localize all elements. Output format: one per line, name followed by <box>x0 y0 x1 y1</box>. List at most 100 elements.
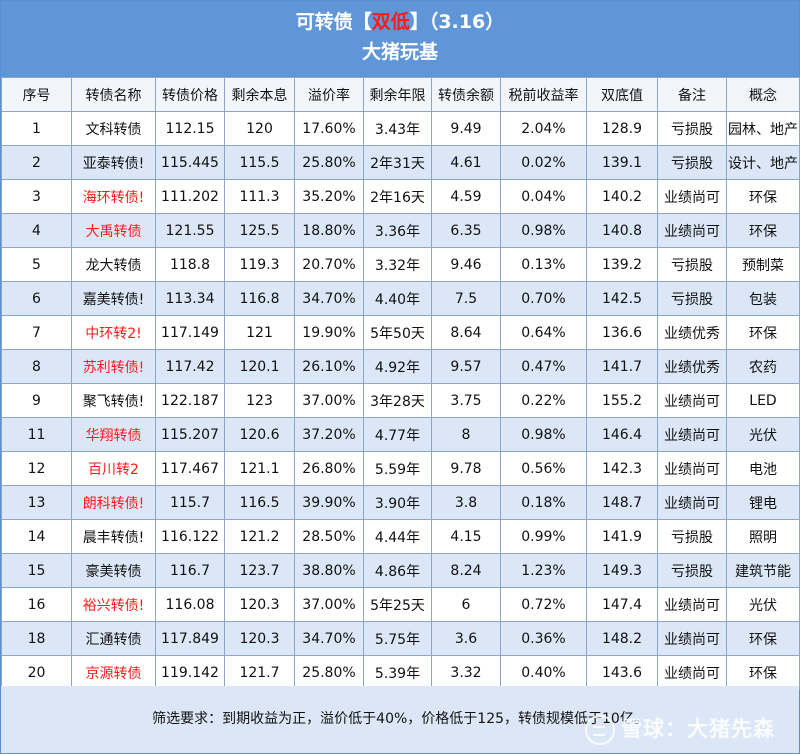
cell-balance: 8.64 <box>431 315 501 350</box>
cell-premium-rate: 34.70% <box>294 621 364 656</box>
col-header: 溢价率 <box>294 77 364 112</box>
cell-remaining-years: 3.36年 <box>363 213 432 248</box>
cell-premium-rate: 26.80% <box>294 451 364 486</box>
cell-remaining-years: 4.40年 <box>363 281 432 316</box>
table-body: 1 文科转债 112.15 120 17.60% 3.43年 9.49 2.04% 128.9 亏… <box>1 111 800 690</box>
title-prefix: 可转债【 <box>295 11 372 33</box>
cell-pretax-yield: 0.99% <box>500 519 587 554</box>
cell-remaining-years: 5年50天 <box>363 315 432 350</box>
cell-bond-name: 汇通转债 <box>71 621 156 656</box>
cell-balance: 9.46 <box>431 247 501 282</box>
cell-balance: 9.57 <box>431 349 501 384</box>
cell-remark: 业绩尚可 <box>657 485 727 520</box>
cell-dual-low: 140.2 <box>586 179 658 214</box>
cell-remark: 亏损股 <box>657 111 727 146</box>
cell-balance: 4.61 <box>431 145 501 180</box>
cell-pretax-yield: 0.47% <box>500 349 587 384</box>
table-row: 1 文科转债 112.15 120 17.60% 3.43年 9.49 2.04% 128.9 亏… <box>1 111 800 146</box>
cell-dual-low: 148.7 <box>586 485 658 520</box>
cell-balance: 8.24 <box>431 553 501 588</box>
cell-remaining-principal: 121 <box>224 315 295 350</box>
cell-remark: 业绩尚可 <box>657 621 727 656</box>
cell-pretax-yield: 2.04% <box>500 111 587 146</box>
cell-bond-name: 龙大转债 <box>71 247 156 282</box>
cell-price: 117.42 <box>155 349 225 384</box>
cell-price: 117.467 <box>155 451 225 486</box>
cell-no: 20 <box>1 655 72 690</box>
cell-concept: 光伏 <box>726 587 800 622</box>
cell-price: 115.445 <box>155 145 225 180</box>
col-header: 概念 <box>726 77 800 112</box>
cell-pretax-yield: 0.56% <box>500 451 587 486</box>
col-header: 剩余本息 <box>224 77 295 112</box>
header-row: 序号 转债名称 转债价格 剩余本息 溢价率 剩余年限 转债余额 税前收益率 双底… <box>1 77 800 112</box>
cell-remaining-principal: 123 <box>224 383 295 418</box>
cell-pretax-yield: 0.36% <box>500 621 587 656</box>
table-row: 12 百川转2 117.467 121.1 26.80% 5.59年 9.78 0.56% 14… <box>1 451 800 486</box>
table-row: 5 龙大转债 118.8 119.3 20.70% 3.32年 9.46 0.13% 139.2… <box>1 247 800 282</box>
cell-price: 116.08 <box>155 587 225 622</box>
cell-price: 115.207 <box>155 417 225 452</box>
cell-remaining-years: 3年28天 <box>363 383 432 418</box>
cell-pretax-yield: 0.22% <box>500 383 587 418</box>
cell-price: 115.7 <box>155 485 225 520</box>
cell-dual-low: 140.8 <box>586 213 658 248</box>
table-row: 8 苏利转债! 117.42 120.1 26.10% 4.92年 9.57 0.47% 141… <box>1 349 800 384</box>
table-row: 20 京源转债 119.142 121.7 25.80% 5.39年 3.32 0.40% 14… <box>1 655 800 690</box>
cell-remark: 业绩尚可 <box>657 655 727 690</box>
cell-remaining-principal: 121.2 <box>224 519 295 554</box>
cell-remaining-principal: 119.3 <box>224 247 295 282</box>
cell-no: 2 <box>1 145 72 180</box>
cell-bond-name: 百川转2 <box>71 451 156 486</box>
cell-remark: 亏损股 <box>657 145 727 180</box>
col-header: 备注 <box>657 77 727 112</box>
cell-premium-rate: 39.90% <box>294 485 364 520</box>
cell-balance: 3.8 <box>431 485 501 520</box>
cell-price: 112.15 <box>155 111 225 146</box>
col-header: 双底值 <box>586 77 658 112</box>
cell-no: 18 <box>1 621 72 656</box>
cell-remaining-years: 3.43年 <box>363 111 432 146</box>
cell-no: 15 <box>1 553 72 588</box>
cell-remaining-years: 5年25天 <box>363 587 432 622</box>
cell-dual-low: 142.3 <box>586 451 658 486</box>
cell-premium-rate: 38.80% <box>294 553 364 588</box>
cell-remaining-years: 5.75年 <box>363 621 432 656</box>
cell-dual-low: 139.2 <box>586 247 658 282</box>
cell-bond-name: 海环转债! <box>71 179 156 214</box>
cell-pretax-yield: 0.72% <box>500 587 587 622</box>
table-row: 18 汇通转债 117.849 120.3 34.70% 5.75年 3.6 0.36% 148… <box>1 621 800 656</box>
cell-no: 9 <box>1 383 72 418</box>
cell-remark: 业绩尚可 <box>657 417 727 452</box>
cell-remaining-principal: 125.5 <box>224 213 295 248</box>
cell-no: 7 <box>1 315 72 350</box>
cell-concept: 建筑节能 <box>726 553 800 588</box>
cell-remaining-years: 5.39年 <box>363 655 432 690</box>
table-title: 可转债【双低】（3.16） <box>1 9 799 35</box>
cell-dual-low: 143.6 <box>586 655 658 690</box>
cell-dual-low: 136.6 <box>586 315 658 350</box>
cell-bond-name: 朗科转债! <box>71 485 156 520</box>
cell-bond-name: 中环转2! <box>71 315 156 350</box>
cell-premium-rate: 25.80% <box>294 145 364 180</box>
cell-pretax-yield: 0.98% <box>500 213 587 248</box>
cell-premium-rate: 28.50% <box>294 519 364 554</box>
cell-remaining-principal: 111.3 <box>224 179 295 214</box>
col-header: 转债名称 <box>71 77 156 112</box>
cell-remaining-years: 4.77年 <box>363 417 432 452</box>
cell-no: 6 <box>1 281 72 316</box>
cell-remaining-years: 2年16天 <box>363 179 432 214</box>
table-row: 7 中环转2! 117.149 121 19.90% 5年50天 8.64 0.64% 136.… <box>1 315 800 350</box>
cell-concept: 锂电 <box>726 485 800 520</box>
cell-pretax-yield: 0.98% <box>500 417 587 452</box>
cell-price: 116.122 <box>155 519 225 554</box>
table-row: 2 亚泰转债! 115.445 115.5 25.80% 2年31天 4.61 0.02% 13… <box>1 145 800 180</box>
cell-pretax-yield: 0.70% <box>500 281 587 316</box>
cell-remaining-principal: 116.8 <box>224 281 295 316</box>
cell-pretax-yield: 0.64% <box>500 315 587 350</box>
cell-dual-low: 141.9 <box>586 519 658 554</box>
cell-concept: 电池 <box>726 451 800 486</box>
cell-remaining-principal: 116.5 <box>224 485 295 520</box>
cell-remark: 业绩尚可 <box>657 213 727 248</box>
